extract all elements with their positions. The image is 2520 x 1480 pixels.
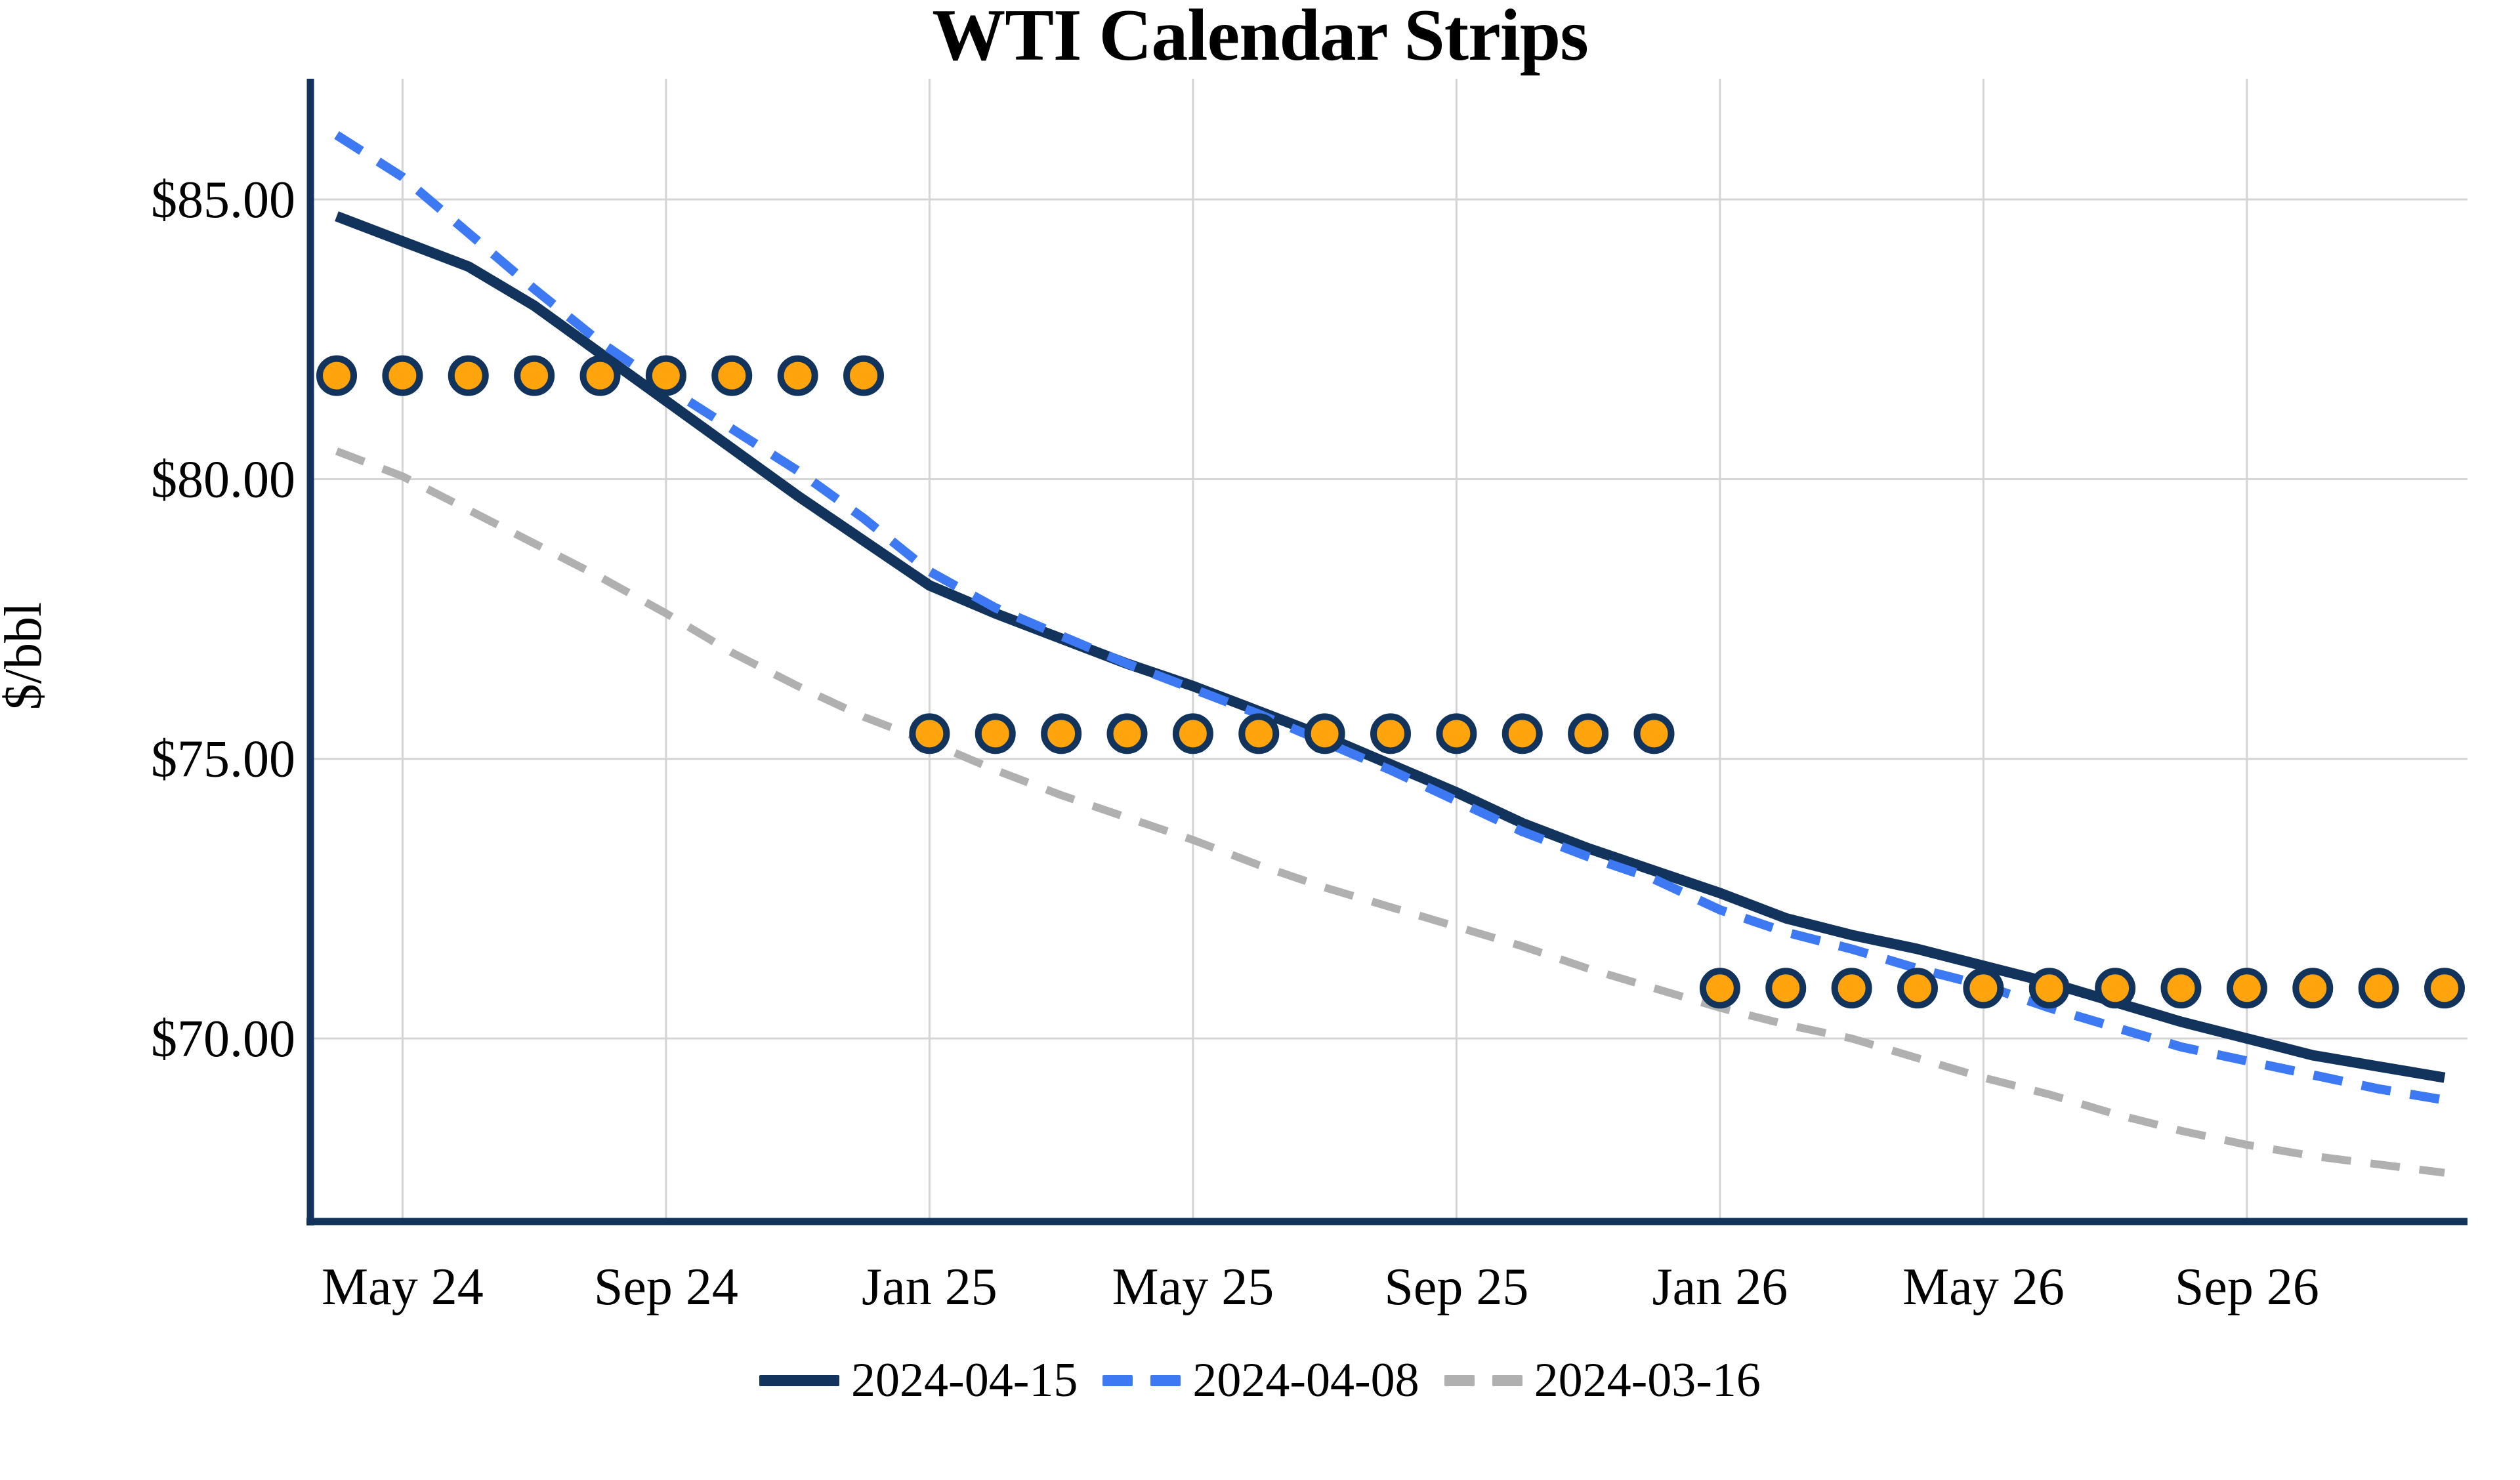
series-line-2024-04-15 [335, 211, 2446, 1083]
strip-marker [316, 355, 357, 396]
strip-marker [1106, 713, 1148, 754]
legend-swatch-segment [1150, 1375, 1181, 1386]
strip-marker [1238, 713, 1280, 754]
x-tick-label: May 25 [1112, 1258, 1274, 1316]
strip-marker [2424, 968, 2465, 1009]
strip-marker [1436, 713, 1477, 754]
strip-marker [579, 355, 621, 396]
legend-swatch-segment [1492, 1375, 1522, 1386]
strip-marker [1897, 968, 1938, 1009]
legend-swatch-segment [1444, 1375, 1475, 1386]
x-tick-label: Jan 25 [862, 1258, 998, 1316]
legend-item-2024-04-08: 2024-04-08 [1102, 1353, 1419, 1408]
strip-marker [514, 355, 555, 396]
strip-marker [645, 355, 686, 396]
legend-swatch-segment [759, 1375, 840, 1386]
strip-marker [975, 713, 1016, 754]
y-tick-label: $75.00 [151, 731, 295, 789]
legend-label: 2024-04-08 [1192, 1353, 1419, 1407]
strip-marker [1765, 968, 1807, 1009]
strip-marker [1699, 968, 1740, 1009]
x-tick-label: Sep 24 [594, 1258, 738, 1316]
series-line-2024-04-08 [334, 131, 2446, 1105]
strip-marker [843, 355, 884, 396]
strip-marker [1172, 713, 1213, 754]
x-tick-label: Sep 25 [1384, 1258, 1528, 1316]
x-tick-label: Jan 26 [1652, 1258, 1788, 1316]
strip-marker [448, 355, 489, 396]
strip-marker [1633, 713, 1675, 754]
legend-swatch-segment [1102, 1375, 1133, 1386]
y-tick-label: $85.00 [151, 171, 295, 229]
strip-marker [2160, 968, 2202, 1009]
strip-marker [909, 713, 950, 754]
dashed-line-swatch-icon [1444, 1375, 1522, 1386]
strip-marker [1502, 713, 1543, 754]
y-tick-label: $70.00 [151, 1010, 295, 1068]
strip-marker [2095, 968, 2136, 1009]
strip-marker [1041, 713, 1082, 754]
legend-item-2024-03-16: 2024-03-16 [1444, 1353, 1761, 1408]
chart-title: WTI Calendar Strips [932, 0, 1589, 76]
legend-item-2024-04-15: 2024-04-15 [759, 1353, 1078, 1408]
chart-legend: 2024-04-15 2024-04-08 2024-03-16 [0, 1353, 2520, 1408]
strip-marker [2292, 968, 2334, 1009]
strip-marker [777, 355, 818, 396]
strip-marker [2028, 968, 2070, 1009]
strip-marker [2226, 968, 2267, 1009]
dashed-line-swatch-icon [1102, 1375, 1181, 1386]
strip-marker [1304, 713, 1345, 754]
solid-line-swatch-icon [759, 1375, 840, 1386]
strip-marker [382, 355, 423, 396]
strip-marker [1831, 968, 1872, 1009]
strip-marker [711, 355, 753, 396]
legend-label: 2024-03-16 [1534, 1353, 1761, 1407]
series-line-2024-03-16 [335, 447, 2445, 1177]
y-axis-title: $/bbl [0, 602, 52, 710]
strip-marker [2358, 968, 2399, 1009]
y-tick-label: $80.00 [151, 451, 295, 508]
strip-marker [1370, 713, 1411, 754]
strip-marker [1963, 968, 2004, 1009]
legend-label: 2024-04-15 [851, 1353, 1078, 1407]
strip-marker [1568, 713, 1609, 754]
x-tick-label: Sep 26 [2175, 1258, 2319, 1316]
x-tick-label: May 26 [1902, 1258, 2065, 1316]
x-tick-label: May 24 [322, 1258, 484, 1316]
